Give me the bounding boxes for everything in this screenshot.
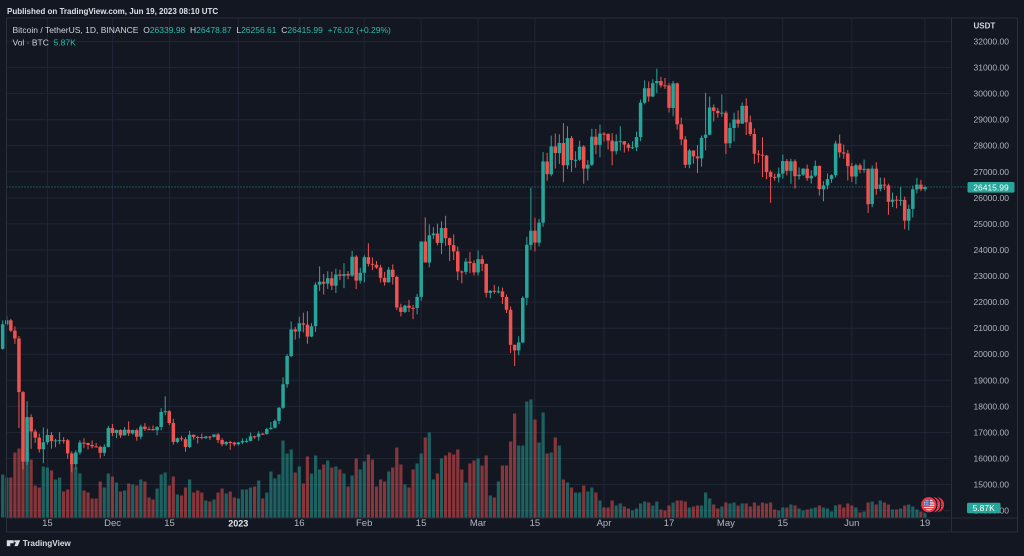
svg-text:TradingView: TradingView — [23, 539, 72, 548]
svg-text:2023: 2023 — [228, 519, 248, 529]
svg-text:30000.00: 30000.00 — [974, 89, 1010, 99]
svg-text:USDT: USDT — [974, 22, 996, 31]
svg-text:Dec: Dec — [104, 518, 121, 529]
svg-text:Mar: Mar — [470, 518, 486, 529]
svg-text:18000.00: 18000.00 — [974, 401, 1010, 411]
svg-text:15: 15 — [164, 518, 175, 529]
svg-text:29000.00: 29000.00 — [974, 115, 1010, 125]
svg-text:22000.00: 22000.00 — [974, 297, 1010, 307]
svg-text:19000.00: 19000.00 — [974, 375, 1010, 385]
svg-text:16000.00: 16000.00 — [974, 454, 1010, 464]
svg-text:15: 15 — [778, 518, 789, 529]
svg-text:16: 16 — [294, 518, 305, 529]
svg-text:32000.00: 32000.00 — [974, 37, 1010, 47]
svg-text:15: 15 — [42, 518, 53, 529]
svg-text:5.87K: 5.87K — [973, 503, 996, 513]
svg-text:27000.00: 27000.00 — [974, 167, 1010, 177]
svg-text:19: 19 — [920, 518, 931, 529]
svg-text:31000.00: 31000.00 — [974, 63, 1010, 73]
svg-text:Vol · BTC 5.87K: Vol · BTC 5.87K — [13, 37, 77, 47]
svg-text:Jun: Jun — [844, 518, 859, 529]
svg-text:24000.00: 24000.00 — [974, 245, 1010, 255]
svg-text:Apr: Apr — [597, 518, 612, 529]
svg-text:15000.00: 15000.00 — [974, 480, 1010, 490]
svg-text:May: May — [717, 518, 735, 529]
svg-text:23000.00: 23000.00 — [974, 271, 1010, 281]
svg-text:26000.00: 26000.00 — [974, 193, 1010, 203]
svg-text:17: 17 — [664, 518, 675, 529]
svg-text:Feb: Feb — [356, 518, 372, 529]
svg-text:Published on TradingView.com,: Published on TradingView.com, Jun 19, 20… — [7, 7, 218, 16]
svg-text:15: 15 — [416, 518, 427, 529]
svg-text:17000.00: 17000.00 — [974, 427, 1010, 437]
svg-text:26415.99: 26415.99 — [973, 183, 1009, 193]
svg-text:15: 15 — [530, 518, 541, 529]
svg-text:21000.00: 21000.00 — [974, 323, 1010, 333]
svg-text:28000.00: 28000.00 — [974, 141, 1010, 151]
svg-text:Bitcoin / TetherUS, 1D, BINANC: Bitcoin / TetherUS, 1D, BINANCE O26339.9… — [13, 25, 392, 35]
svg-text:20000.00: 20000.00 — [974, 349, 1010, 359]
svg-text:25000.00: 25000.00 — [974, 219, 1010, 229]
